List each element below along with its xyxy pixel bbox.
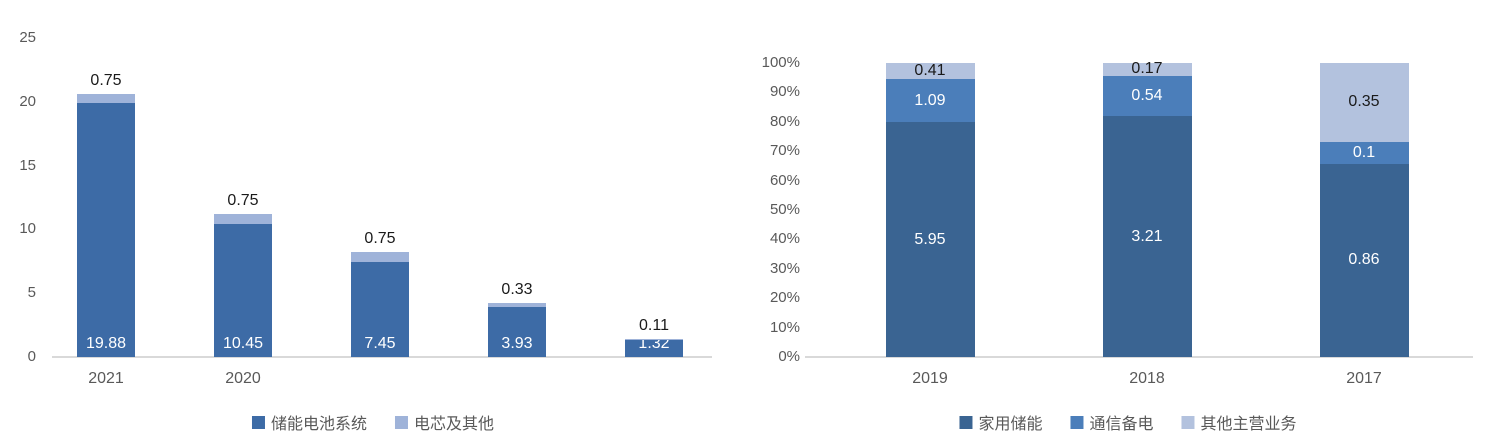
bar-value-label: 10.45: [222, 335, 264, 352]
x-axis-category-label: 2017: [1346, 370, 1382, 387]
bar-value-label: 0.17: [1131, 60, 1163, 78]
y-axis-tick-label: 15: [19, 156, 36, 174]
bar-value-label: 5.95: [914, 230, 946, 248]
legend: 储能电池系统 电芯及其他: [251, 410, 494, 434]
x-axis-line: [52, 356, 712, 358]
bar-segment-series-1: [1319, 141, 1409, 164]
bar-segment-series-1: [1102, 75, 1192, 117]
legend: 家用储能 通信备电 其他主营业务: [959, 410, 1297, 434]
bar-value-label: 0.75: [90, 71, 122, 89]
bar-segment-series-0: [214, 223, 272, 357]
bar-segment-series-1: [77, 93, 135, 104]
y-axis-tick-label: 10: [19, 220, 36, 238]
legend-label: 电芯及其他: [414, 416, 495, 433]
bar-segment-series-2: [885, 63, 975, 80]
y-axis-tick-label: 0: [27, 348, 36, 365]
y-axis-tick-label: 0%: [778, 348, 800, 365]
bar-segment-series-1: [625, 338, 683, 341]
legend-item: 家用储能: [959, 410, 1042, 434]
legend-label: 通信备电: [1089, 416, 1154, 433]
x-axis-category-label: 2021: [88, 370, 124, 387]
legend-label: 储能电池系统: [270, 416, 367, 433]
y-axis-tick-label: 50%: [769, 201, 800, 218]
bar-segment-series-0: [77, 103, 135, 357]
bar-segment-series-1: [885, 79, 975, 123]
bar-value-label: 1.09: [914, 91, 946, 109]
bar-value-label: 0.11: [639, 316, 669, 334]
legend-swatch-icon: [1070, 415, 1084, 429]
bar-value-label: 0.35: [1348, 93, 1380, 111]
bar-value-label: 0.33: [501, 280, 533, 298]
bar-value-label: 0.86: [1348, 251, 1380, 269]
y-axis-tick-label: 60%: [769, 171, 800, 189]
bar-value-label: 3.21: [1131, 227, 1163, 245]
bar-segment-series-1: [488, 302, 546, 307]
bar-segment-series-2: [1319, 63, 1409, 142]
bar-value-label: 0.54: [1131, 87, 1163, 104]
bar-segment-series-0: [885, 122, 975, 357]
legend-swatch-icon: [959, 415, 973, 429]
y-axis-tick-label: 20%: [769, 289, 800, 307]
y-axis-tick-label: 30%: [769, 259, 800, 277]
y-axis-tick-label: 10%: [769, 318, 800, 336]
bar-segment-series-0: [488, 306, 546, 357]
y-axis-tick-label: 25: [19, 29, 36, 46]
bar-value-label: 7.45: [364, 335, 396, 352]
legend-item: 储能电池系统: [251, 410, 367, 434]
legend-swatch-icon: [1181, 415, 1195, 429]
bar-value-label: 0.75: [227, 192, 259, 210]
legend-label: 其他主营业务: [1200, 416, 1297, 433]
legend-swatch-icon: [251, 415, 265, 429]
bar-segment-series-0: [1319, 163, 1409, 357]
bar-segment-series-0: [625, 340, 683, 357]
bar-value-label: 3.93: [501, 335, 533, 352]
bar-value-label: 0.41: [914, 62, 946, 80]
legend-item: 通信备电: [1070, 410, 1154, 434]
bar-value-label: 0.75: [364, 230, 396, 248]
legend-swatch-icon: [395, 415, 408, 429]
y-axis-tick-label: 90%: [769, 83, 800, 101]
bar-segment-series-1: [351, 252, 409, 262]
x-axis-line: [805, 356, 1473, 358]
bar-value-label: 19.88: [85, 335, 127, 352]
legend-label: 家用储能: [978, 416, 1043, 433]
bar-segment-series-0: [351, 261, 409, 357]
bar-segment-series-2: [1102, 63, 1192, 76]
x-axis-category-label: 2018: [1129, 370, 1165, 387]
y-axis-tick-label: 70%: [769, 142, 800, 160]
bar-segment-series-0: [1102, 116, 1192, 357]
x-axis-category-label: 2019: [912, 370, 948, 387]
y-axis-tick-label: 80%: [769, 112, 800, 130]
x-axis-category-label: 2020: [225, 370, 261, 387]
y-axis-tick-label: 5: [27, 284, 36, 302]
y-axis-tick-label: 20: [19, 92, 36, 110]
legend-item: 电芯及其他: [395, 410, 494, 434]
bar-value-label: 0.1: [1352, 143, 1376, 161]
y-axis-tick-label: 40%: [769, 230, 800, 248]
y-axis-tick-label: 100%: [761, 54, 800, 71]
legend-item: 其他主营业务: [1181, 410, 1297, 434]
bar-segment-series-1: [214, 214, 272, 224]
